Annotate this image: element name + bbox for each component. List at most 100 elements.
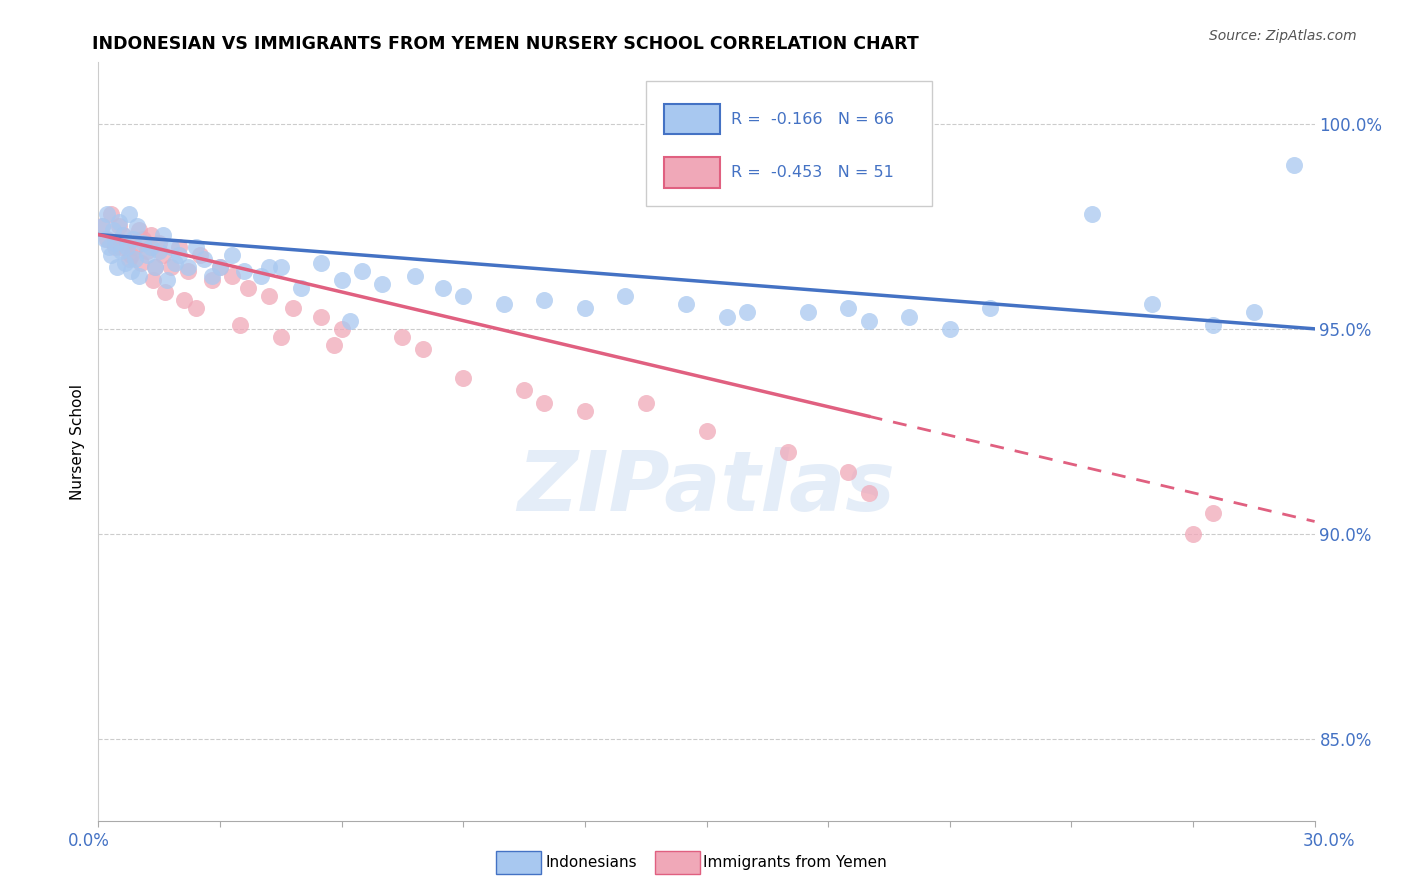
Point (124, 252, 146, 267)
Point (221, 248, 243, 262)
Point (184, 240, 207, 254)
Point (148, 244, 170, 258)
Point (270, 330, 292, 344)
Point (118, 207, 141, 221)
Point (139, 227, 162, 242)
Text: 30.0%: 30.0% (1302, 832, 1355, 850)
Point (339, 313, 361, 327)
Point (160, 260, 183, 275)
Point (311, 310, 333, 324)
Point (1142, 297, 1164, 311)
FancyBboxPatch shape (664, 104, 720, 135)
Point (1202, 318, 1225, 332)
Point (453, 289, 475, 303)
Point (979, 301, 1001, 316)
Point (111, 227, 134, 242)
Point (350, 264, 373, 278)
Point (105, 260, 128, 275)
Point (1243, 305, 1265, 319)
Point (129, 256, 152, 270)
Point (614, 289, 637, 303)
Point (193, 252, 215, 267)
Point (128, 268, 150, 283)
Point (120, 264, 142, 278)
Point (143, 260, 166, 275)
Point (675, 297, 697, 311)
Point (696, 425, 718, 439)
Point (139, 240, 162, 254)
Point (837, 465, 859, 479)
Point (110, 244, 132, 258)
FancyBboxPatch shape (664, 157, 720, 187)
Point (96, 207, 118, 221)
Text: ZIPatlas: ZIPatlas (517, 447, 896, 527)
Point (634, 395, 657, 409)
Point (148, 235, 170, 250)
Point (898, 310, 921, 324)
Point (432, 281, 454, 295)
Point (330, 273, 353, 287)
Point (281, 301, 304, 316)
Point (1284, 158, 1306, 172)
Point (142, 273, 165, 287)
Point (858, 485, 880, 500)
Point (797, 305, 820, 319)
Point (1202, 506, 1225, 520)
Point (188, 248, 211, 262)
Point (173, 293, 195, 307)
Point (238, 281, 260, 295)
Point (322, 338, 344, 352)
Point (1182, 526, 1205, 541)
Point (311, 256, 333, 270)
Point (837, 301, 859, 316)
Point (122, 232, 145, 246)
Point (136, 244, 159, 258)
Point (1080, 207, 1102, 221)
Text: Indonesians: Indonesians (546, 855, 637, 870)
Point (155, 285, 177, 299)
Text: 0.0%: 0.0% (67, 832, 110, 850)
Point (453, 371, 475, 385)
Point (221, 268, 243, 283)
Point (100, 248, 122, 262)
Point (104, 235, 127, 250)
Point (176, 264, 198, 278)
Point (115, 235, 138, 250)
Point (716, 310, 738, 324)
Point (132, 232, 155, 246)
Point (229, 318, 252, 332)
Text: Source: ZipAtlas.com: Source: ZipAtlas.com (1209, 29, 1357, 43)
Point (132, 235, 155, 250)
Point (176, 260, 198, 275)
Point (110, 240, 132, 254)
Point (233, 264, 256, 278)
Point (257, 260, 280, 275)
Point (120, 248, 142, 262)
Point (107, 215, 129, 229)
Point (114, 256, 136, 270)
Point (156, 273, 179, 287)
Point (128, 223, 150, 237)
Point (209, 260, 232, 275)
Point (249, 268, 271, 283)
Point (513, 384, 536, 398)
Y-axis label: Nursery School: Nursery School (70, 384, 86, 500)
Text: R =  -0.166   N = 66: R = -0.166 N = 66 (731, 112, 894, 127)
Point (93, 232, 115, 246)
Text: Immigrants from Yemen: Immigrants from Yemen (703, 855, 887, 870)
Point (404, 268, 426, 283)
Point (125, 219, 148, 234)
Point (152, 248, 174, 262)
Point (152, 227, 174, 242)
Point (257, 289, 280, 303)
Point (104, 240, 127, 254)
Point (100, 207, 122, 221)
Point (776, 444, 799, 458)
Point (107, 219, 129, 234)
Point (96, 232, 118, 246)
Point (91, 219, 114, 234)
Point (574, 404, 596, 418)
Point (101, 223, 124, 237)
Point (97, 240, 120, 254)
Point (160, 240, 183, 254)
